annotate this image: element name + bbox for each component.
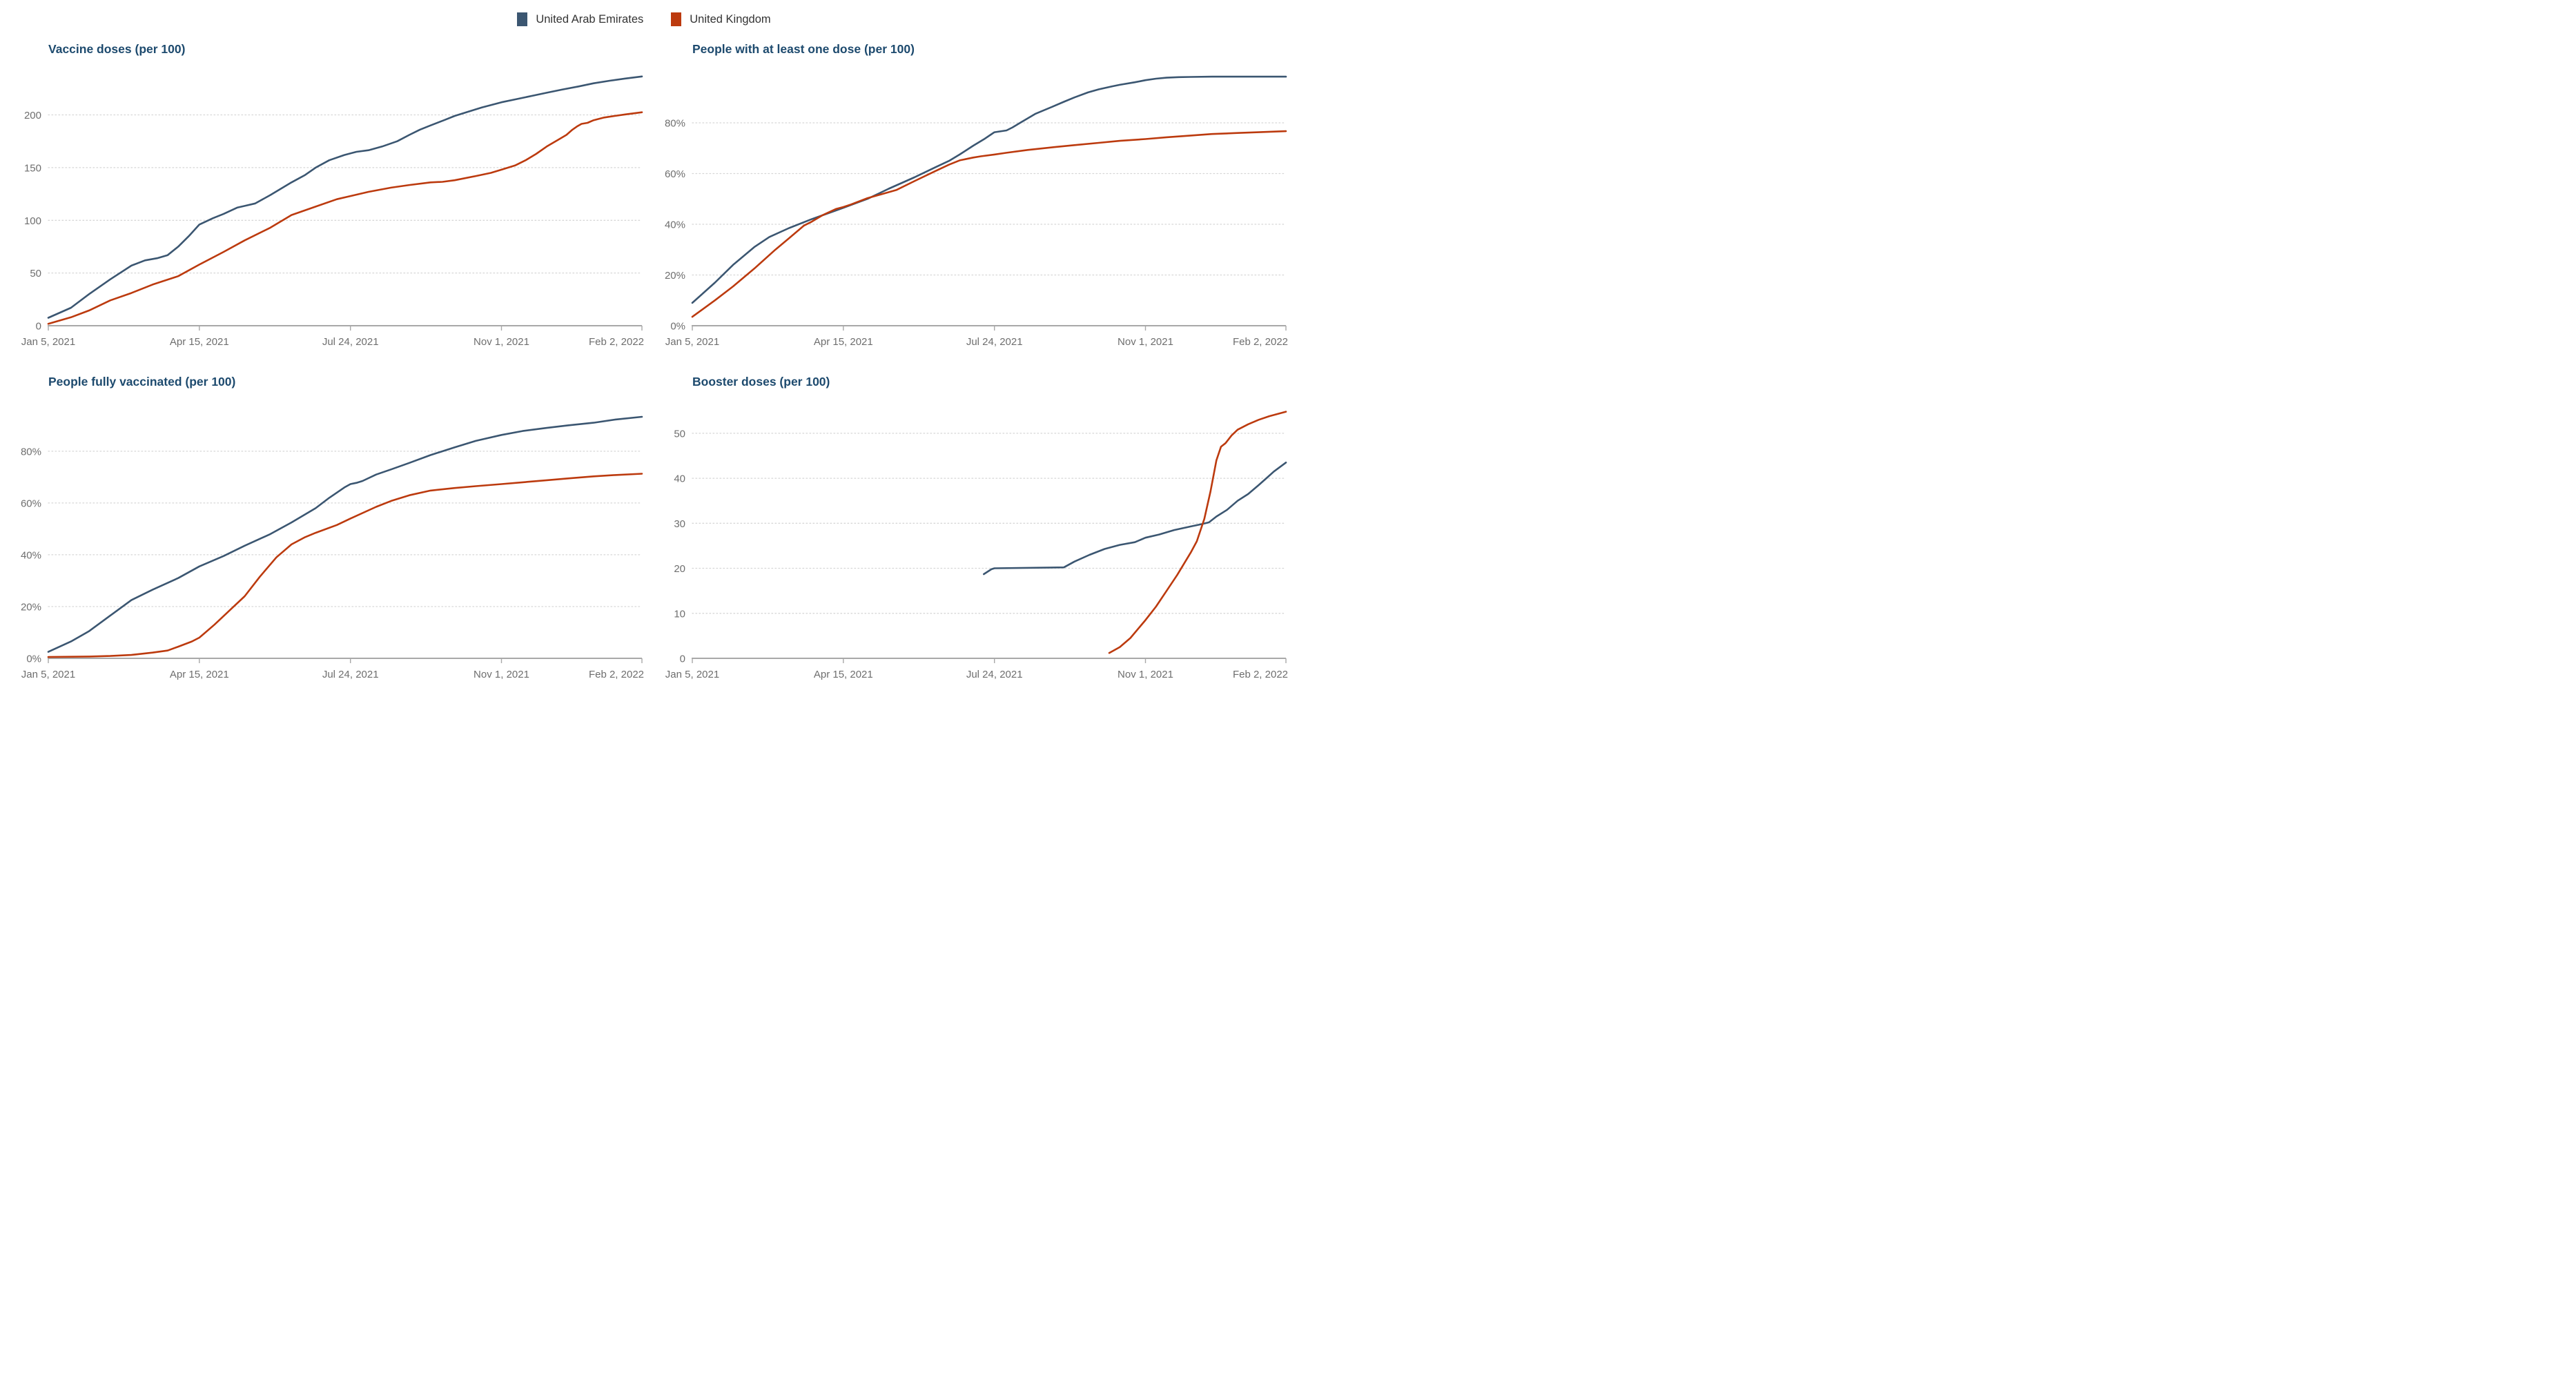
- legend-item-united-arab-emirates[interactable]: United Arab Emirates: [517, 12, 643, 26]
- series-line-united-arab-emirates: [47, 415, 643, 653]
- x-tick-label: Jan 5, 2021: [21, 336, 75, 348]
- x-tick-label: Jul 24, 2021: [966, 669, 1023, 680]
- chart-canvas-at-least-one-dose: 0% 20% 40% 60% 80% Jan 5, 2021 Apr 15, 2021 Jul…: [665, 75, 1288, 348]
- y-tick-label: 0%: [26, 653, 41, 665]
- y-tick-label: 50: [674, 428, 685, 440]
- y-tick-label: 80%: [21, 446, 41, 458]
- y-tick-label: 150: [24, 162, 41, 174]
- chart-panel-vaccine-doses: Vaccine doses (per 100) 0 50 100 150 200 Jan …: [0, 32, 644, 364]
- series-line-united-arab-emirates: [691, 75, 1287, 304]
- x-tick-label: Feb 2, 2022: [589, 336, 644, 348]
- x-tick-label: Apr 15, 2021: [170, 669, 229, 680]
- chart-canvas-vaccine-doses: 0 50 100 150 200 Jan 5, 2021 Apr 15, 2021 Jul 2…: [21, 75, 644, 348]
- chart-panel-fully-vaccinated: People fully vaccinated (per 100) 0% 20% 4…: [0, 364, 644, 697]
- y-tick-label: 40: [674, 473, 685, 485]
- x-tick-label: Jan 5, 2021: [665, 336, 719, 348]
- x-tick-label: Jan 5, 2021: [665, 669, 719, 680]
- chart-panel-at-least-one-dose: People with at least one dose (per 100) …: [644, 32, 1288, 364]
- charts-grid: Vaccine doses (per 100) 0 50 100 150 200 Jan …: [0, 32, 1288, 697]
- legend-swatch-united-kingdom-icon: [671, 12, 682, 26]
- legend-item-united-kingdom[interactable]: United Kingdom: [671, 12, 771, 26]
- x-tick-label: Jul 24, 2021: [966, 336, 1023, 348]
- x-tick-label: Jul 24, 2021: [322, 336, 379, 348]
- y-tick-label: 20: [674, 563, 685, 575]
- y-tick-label: 80%: [665, 118, 685, 130]
- x-tick-label: Jan 5, 2021: [21, 669, 75, 680]
- y-tick-label: 60%: [21, 498, 41, 509]
- y-tick-label: 40%: [665, 219, 685, 231]
- y-tick-label: 10: [674, 608, 685, 620]
- y-tick-label: 20%: [665, 270, 685, 282]
- y-tick-label: 0: [36, 321, 41, 333]
- y-tick-label: 0: [680, 653, 685, 665]
- x-tick-label: Apr 15, 2021: [814, 669, 873, 680]
- x-tick-label: Nov 1, 2021: [474, 336, 529, 348]
- chart-title-booster-doses: Booster doses (per 100): [692, 375, 830, 389]
- y-tick-label: 200: [24, 110, 41, 121]
- chart-canvas-booster-doses: 0 10 20 30 40 50 Jan 5, 2021 Apr 15, 2021 Jul 24…: [665, 411, 1288, 680]
- series-line-united-arab-emirates: [47, 75, 643, 319]
- x-tick-label: Apr 15, 2021: [814, 336, 873, 348]
- y-tick-label: 100: [24, 215, 41, 227]
- x-tick-label: Jul 24, 2021: [322, 669, 379, 680]
- x-tick-label: Feb 2, 2022: [1233, 336, 1288, 348]
- x-tick-label: Feb 2, 2022: [589, 669, 644, 680]
- y-tick-label: 40%: [21, 549, 41, 561]
- series-line-united-kingdom: [1108, 411, 1287, 654]
- legend-label-united-kingdom: United Kingdom: [690, 12, 771, 26]
- x-tick-label: Apr 15, 2021: [170, 336, 229, 348]
- y-tick-label: 50: [30, 268, 41, 279]
- y-tick-label: 0%: [670, 321, 685, 333]
- x-tick-label: Nov 1, 2021: [1118, 669, 1173, 680]
- legend-label-united-arab-emirates: United Arab Emirates: [536, 12, 644, 26]
- chart-title-fully-vaccinated: People fully vaccinated (per 100): [48, 375, 236, 389]
- legend-header: United Arab Emirates United Kingdom: [0, 0, 1288, 32]
- chart-panel-booster-doses: Booster doses (per 100) 0 10 20 30 40 50 Jan 5…: [644, 364, 1288, 697]
- y-tick-label: 20%: [21, 602, 41, 613]
- series-line-united-kingdom: [691, 130, 1287, 318]
- series-line-united-kingdom: [47, 473, 643, 658]
- legend-swatch-united-arab-emirates-icon: [517, 12, 528, 26]
- x-tick-label: Feb 2, 2022: [1233, 669, 1288, 680]
- x-tick-label: Nov 1, 2021: [474, 669, 529, 680]
- legend: United Arab Emirates United Kingdom: [0, 0, 1288, 32]
- y-tick-label: 30: [674, 518, 685, 530]
- series-line-united-kingdom: [47, 111, 643, 325]
- chart-title-vaccine-doses: Vaccine doses (per 100): [48, 42, 186, 56]
- chart-title-at-least-one-dose: People with at least one dose (per 100): [692, 42, 915, 56]
- y-tick-label: 60%: [665, 168, 685, 180]
- chart-canvas-fully-vaccinated: 0% 20% 40% 60% 80% Jan 5, 2021 Apr 15, 2021 Jul…: [21, 415, 644, 680]
- series-line-united-arab-emirates: [982, 462, 1287, 576]
- x-tick-label: Nov 1, 2021: [1118, 336, 1173, 348]
